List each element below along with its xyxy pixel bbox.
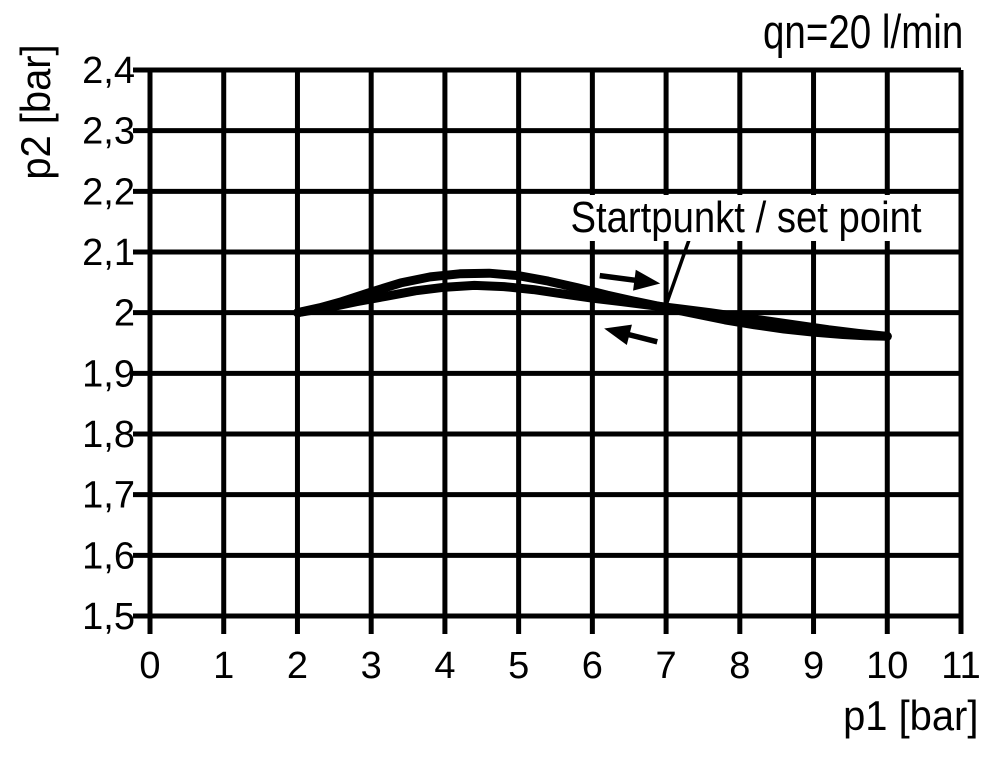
x-tick-label: 8 [729,645,750,687]
flow-rate-label: qn=20 l/min [762,5,963,58]
x-tick-label: 2 [287,645,308,687]
x-tick-label: 5 [508,645,529,687]
y-tick-label: 2,3 [82,111,135,153]
y-tick-label: 2 [114,293,135,335]
forward-curve [293,268,892,341]
return-direction-arrow [604,324,632,345]
x-tick-label: 3 [361,645,382,687]
y-axis-title: p2 [bar] [12,44,59,180]
y-tick-label: 1,8 [82,414,135,456]
x-tick-label: 1 [213,645,234,687]
forward-direction-arrow-shaft [599,272,639,284]
x-axis-title: p1 [bar] [842,692,978,739]
return-direction-arrow-shaft [624,331,658,345]
forward-direction-arrow [633,269,661,291]
x-tick-label: 0 [139,645,160,687]
set-point-label: Startpunkt / set point [565,195,927,241]
y-tick-label: 2,4 [82,50,135,92]
x-tick-label: 9 [803,645,824,687]
y-tick-label: 1,7 [82,475,135,517]
x-tick-label: 7 [656,645,677,687]
x-tick-label: 4 [434,645,455,687]
x-tick-label: 11 [941,645,980,687]
x-tick-label: 10 [866,645,908,687]
y-tick-label: 1,9 [82,353,135,395]
return-curve [293,280,892,341]
y-tick-label: 1,6 [82,535,135,577]
y-tick-label: 1,5 [82,596,135,638]
set-point-leader-line [665,237,692,304]
x-tick-label: 6 [582,645,603,687]
y-tick-label: 2,2 [82,171,135,213]
y-tick-label: 2,1 [82,232,135,274]
